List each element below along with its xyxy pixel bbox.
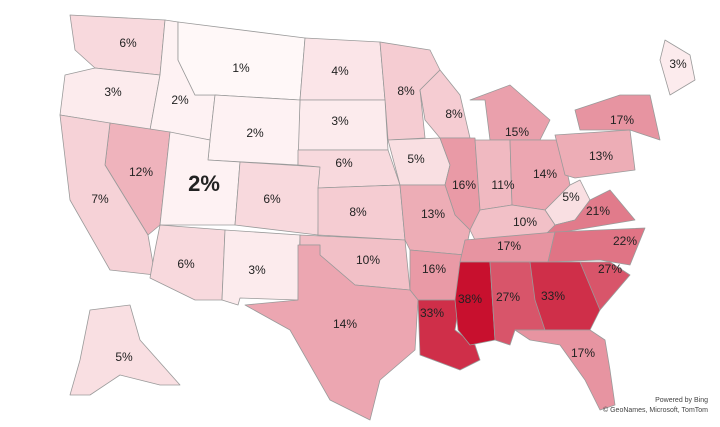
state-label: 13% [421, 207, 445, 221]
state-label: 8% [397, 84, 415, 98]
state-label: 6% [119, 36, 137, 50]
state-label: 33% [541, 289, 565, 303]
state-label: 15% [505, 125, 529, 139]
state [474, 139, 513, 211]
state-label: 4% [331, 64, 349, 78]
state-label: 11% [491, 178, 514, 192]
state-label: 16% [422, 262, 446, 276]
state-label: 8% [445, 107, 463, 121]
state [514, 329, 616, 411]
state-label: 14% [333, 317, 357, 331]
state-label: 2% [171, 93, 189, 107]
state [554, 129, 636, 179]
states [59, 14, 696, 421]
state-label: 33% [420, 306, 444, 320]
state-label: 10% [356, 253, 380, 267]
state-label: 6% [263, 192, 281, 206]
state-label: 16% [452, 178, 476, 192]
state [59, 114, 156, 276]
state-label: 27% [598, 262, 622, 276]
state-label: 21% [586, 204, 610, 218]
state-label: 22% [613, 234, 637, 248]
state-label: 5% [407, 152, 425, 166]
state-label: 5% [562, 190, 580, 204]
state-labels: 6% 3% 2% 1% 4% 8% 3% 2% 8% 15% 17% 3% 12% 2% 7% 6% 6% 5% 1… [91, 36, 687, 364]
state-label: 27% [496, 290, 520, 304]
state [244, 244, 419, 421]
state-label: 8% [349, 205, 367, 219]
state [547, 227, 646, 266]
state-label: 6% [177, 257, 195, 271]
credit-sources: © GeoNames, Microsoft, TomTom [603, 406, 708, 414]
state-label: 3% [248, 263, 266, 277]
state [659, 39, 696, 96]
state-label: 3% [104, 85, 122, 99]
state-label: 10% [513, 215, 537, 229]
credit-provider: Powered by Bing [655, 397, 708, 404]
state-label: 3% [331, 114, 349, 128]
state-label: 12% [129, 165, 153, 179]
state-label: 17% [497, 239, 521, 253]
state-label: 5% [115, 350, 133, 364]
state-label: 2% [188, 171, 220, 196]
state-label: 6% [335, 156, 353, 170]
state-label: 38% [458, 292, 482, 306]
state-label: 2% [246, 126, 264, 140]
state [69, 304, 181, 396]
state-label: 7% [91, 192, 109, 206]
state-label: 13% [589, 149, 613, 163]
state-label: 14% [533, 167, 557, 181]
state-label: 1% [232, 61, 250, 75]
state [574, 94, 661, 141]
state-label: 3% [669, 57, 687, 71]
state-label: 17% [571, 346, 595, 360]
state-label: 17% [610, 113, 634, 127]
state [69, 14, 166, 76]
